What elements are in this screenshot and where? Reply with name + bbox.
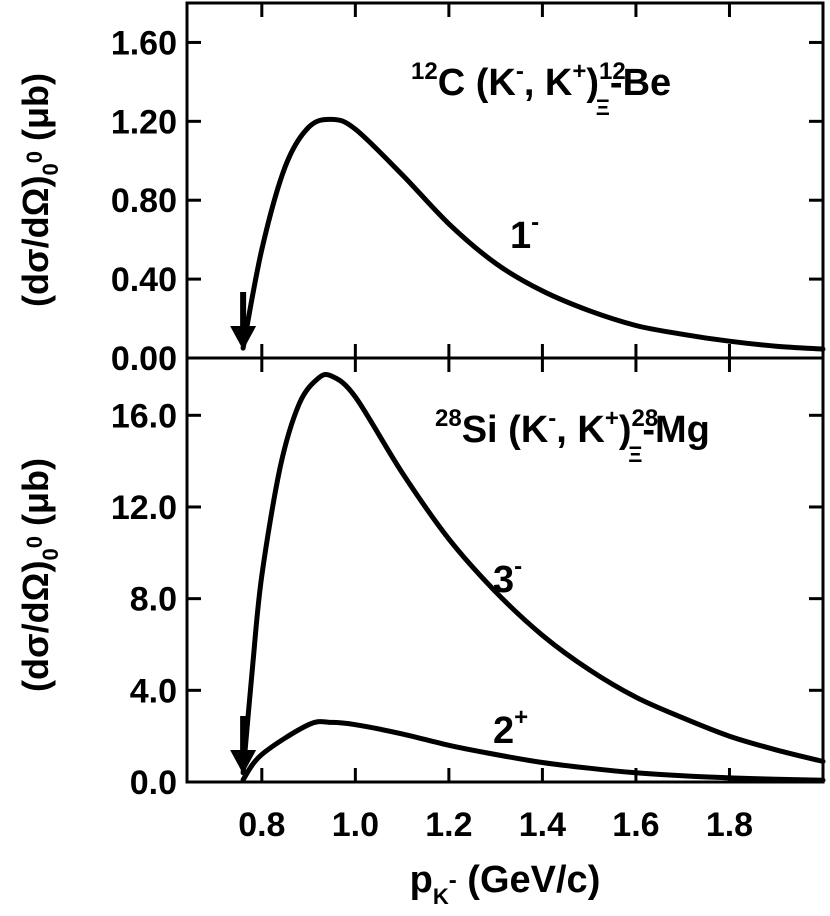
bottom-y-axis-label: (dσ/dΩ)00 (μb) xyxy=(15,458,63,692)
bottom-panel: 0.0 4.0 8.0 12.0 16.0 0.8 1.0 1.2 1.4 1.6 1.8 28S… xyxy=(15,356,826,909)
arrow-head xyxy=(230,750,257,774)
bottom-curve-label-2-plus: 2+ xyxy=(493,704,528,752)
top-curve-1-minus xyxy=(240,116,826,352)
x-tick-label: 1.4 xyxy=(519,806,566,844)
top-reaction-label: 12C (K-, K+)12 Ξ-Be xyxy=(411,58,671,120)
y-tick-label: 0.80 xyxy=(111,182,177,220)
y-tick-label: 1.60 xyxy=(111,24,177,62)
arrow-head xyxy=(230,326,257,350)
bottom-y-ticks: 0.0 4.0 8.0 12.0 16.0 xyxy=(111,397,823,802)
y-tick-label: 16.0 xyxy=(111,397,177,435)
bottom-curve-3-minus xyxy=(240,372,826,776)
top-y-axis-label: (dσ/dΩ)00 (μb) xyxy=(15,73,63,307)
y-tick-label: 1.20 xyxy=(111,103,177,141)
y-tick-label: 0.0 xyxy=(130,764,177,802)
bottom-curve-2-plus xyxy=(240,719,826,783)
y-tick-label: 4.0 xyxy=(130,672,177,710)
x-tick-label: 1.2 xyxy=(425,806,472,844)
y-tick-label: 0.40 xyxy=(111,261,177,299)
top-panel: 0.000.400.801.201.60 12C (K-, K+)12 Ξ-Be … xyxy=(15,1,826,378)
bottom-panel-frame xyxy=(185,356,825,784)
top-y-ticks: 0.00 0.40 0.80 1.20 1.60 xyxy=(111,3,823,378)
x-axis-label: pK- (GeV/c) xyxy=(410,859,601,909)
bottom-curve-label-3-minus: 3- xyxy=(493,553,522,601)
top-threshold-arrow xyxy=(230,292,257,350)
x-tick-label: 1.0 xyxy=(332,806,379,844)
y-tick-label: 8.0 xyxy=(130,581,177,619)
x-tick-label: 1.6 xyxy=(612,806,659,844)
y-tick-label: 0.00 xyxy=(111,340,177,378)
bottom-reaction-label: 28Si (K-, K+)28 Ξ-Mg xyxy=(435,405,710,467)
y-tick-label: 12.0 xyxy=(111,489,177,527)
bottom-threshold-arrow xyxy=(230,716,257,774)
x-tick-label: 1.8 xyxy=(706,806,753,844)
x-ticks: 0.8 1.0 1.2 1.4 1.6 1.8 xyxy=(238,358,753,844)
top-curve-label: 1- xyxy=(510,209,539,257)
x-tick-label: 0.8 xyxy=(238,806,285,844)
